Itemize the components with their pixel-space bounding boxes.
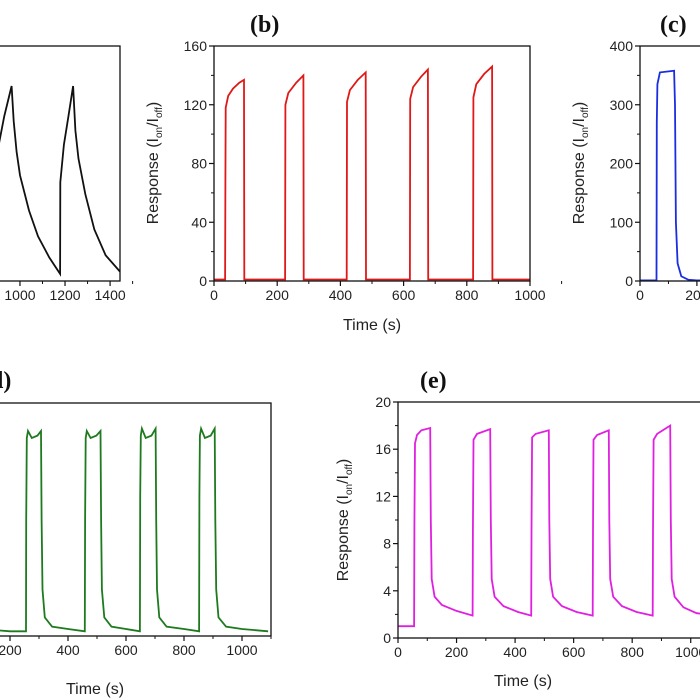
x-tick-label: 200 (685, 287, 700, 303)
y-tick-label: 40 (191, 214, 207, 230)
x-tick-label: 600 (114, 642, 138, 658)
plot-frame-b (213, 45, 531, 282)
y-axis-title-part: ) (335, 459, 352, 464)
x-tick-label: 800 (172, 642, 196, 658)
y-tick-label: 20 (375, 394, 391, 410)
series-line-e (398, 423, 700, 628)
y-tick-label: 120 (184, 97, 208, 113)
y-tick-label: 160 (184, 38, 208, 54)
y-tick-label: 300 (610, 97, 634, 113)
y-axis-title-e: Response (Ion/Ioff) (335, 459, 355, 582)
panel-d: 200 400 600 800 1000 (d) Time (s) (0, 368, 272, 698)
x-tick-label: 200 (445, 644, 469, 660)
y-tick-label: 400 (610, 38, 634, 54)
x-axis-title-e: Time (s) (494, 673, 552, 690)
y-axis-title-part: on (344, 484, 355, 495)
y-axis-title-part: off (580, 107, 591, 118)
y-tick-label: 0 (625, 273, 633, 289)
panel-label-b: (b) (250, 12, 279, 38)
x-tick-label: 600 (562, 644, 586, 660)
plot-frame-c (639, 45, 700, 282)
x-tick-label: 1000 (514, 287, 545, 303)
panel-e: 0 200 400 600 800 1000 0 4 8 12 16 20 (e) Time (s) Res… (335, 368, 700, 690)
y-tick-label: 0 (383, 630, 391, 646)
x-tick-label: 1200 (49, 287, 80, 303)
x-axis-title-b: Time (s) (343, 317, 401, 334)
panel-label-d: (d) (0, 368, 11, 394)
y-axis-title-part: /I (335, 475, 352, 484)
y-axis-title-part: ) (571, 102, 588, 107)
y-axis-title-part: Response (I (571, 138, 588, 224)
x-tick-label: 200 (266, 287, 290, 303)
y-axis-title-part: /I (571, 118, 588, 127)
plot-frame-d (0, 402, 272, 637)
series-line-a (0, 85, 120, 277)
y-axis-title-part: on (154, 127, 165, 138)
x-tick-label: 1400 (95, 287, 126, 303)
y-tick-label: 80 (191, 156, 207, 172)
y-tick-label: 4 (383, 583, 391, 599)
y-axis-title-part: on (580, 127, 591, 138)
x-tick-label: 0 (210, 287, 218, 303)
x-tick-label: 400 (329, 287, 353, 303)
panel-b: 0 200 400 600 800 1000 0 40 80 120 160 (b) Time (s) R… (145, 12, 563, 334)
y-tick-label: 0 (199, 273, 207, 289)
y-axis-title-part: /I (145, 118, 162, 127)
y-tick-label: 8 (383, 536, 391, 552)
y-axis-title-c: Response (Ion/Ioff) (571, 102, 591, 225)
y-tick-label: 100 (610, 214, 634, 230)
x-axis-title-d: Time (s) (66, 681, 124, 698)
x-tick-label: 1000 (4, 287, 35, 303)
x-tick-label: 800 (455, 287, 479, 303)
x-tick-label: 600 (392, 287, 416, 303)
panel-label-c: (c) (660, 12, 687, 38)
y-axis-title-part: ) (145, 102, 162, 107)
series-line-b (214, 64, 530, 281)
x-tick-label: 0 (394, 644, 402, 660)
x-tick-label: 400 (56, 642, 80, 658)
panel-label-e: (e) (420, 368, 447, 394)
x-tick-label: 400 (503, 644, 527, 660)
x-tick-label: 800 (621, 644, 645, 660)
y-axis-title-part: off (344, 464, 355, 475)
series-line-c (640, 69, 700, 282)
x-tick-label: 200 (0, 642, 22, 658)
y-tick-label: 16 (375, 441, 391, 457)
panel-a: 1000 1200 1400 (0, 45, 134, 303)
series-line-d (0, 425, 269, 633)
y-tick-label: 200 (610, 156, 634, 172)
panel-c: 02004000100200300400(c)Response (Ion/Iof… (571, 12, 700, 303)
y-axis-title-part: Response (I (335, 495, 352, 581)
x-tick-label: 1000 (675, 644, 700, 660)
y-axis-title-b: Response (Ion/Ioff) (145, 102, 165, 225)
y-tick-label: 12 (375, 488, 391, 504)
y-axis-title-part: Response (I (145, 138, 162, 224)
x-tick-label: 1000 (226, 642, 257, 658)
y-axis-title-part: off (154, 107, 165, 118)
x-tick-label: 0 (636, 287, 644, 303)
plot-frame-a (0, 45, 121, 282)
